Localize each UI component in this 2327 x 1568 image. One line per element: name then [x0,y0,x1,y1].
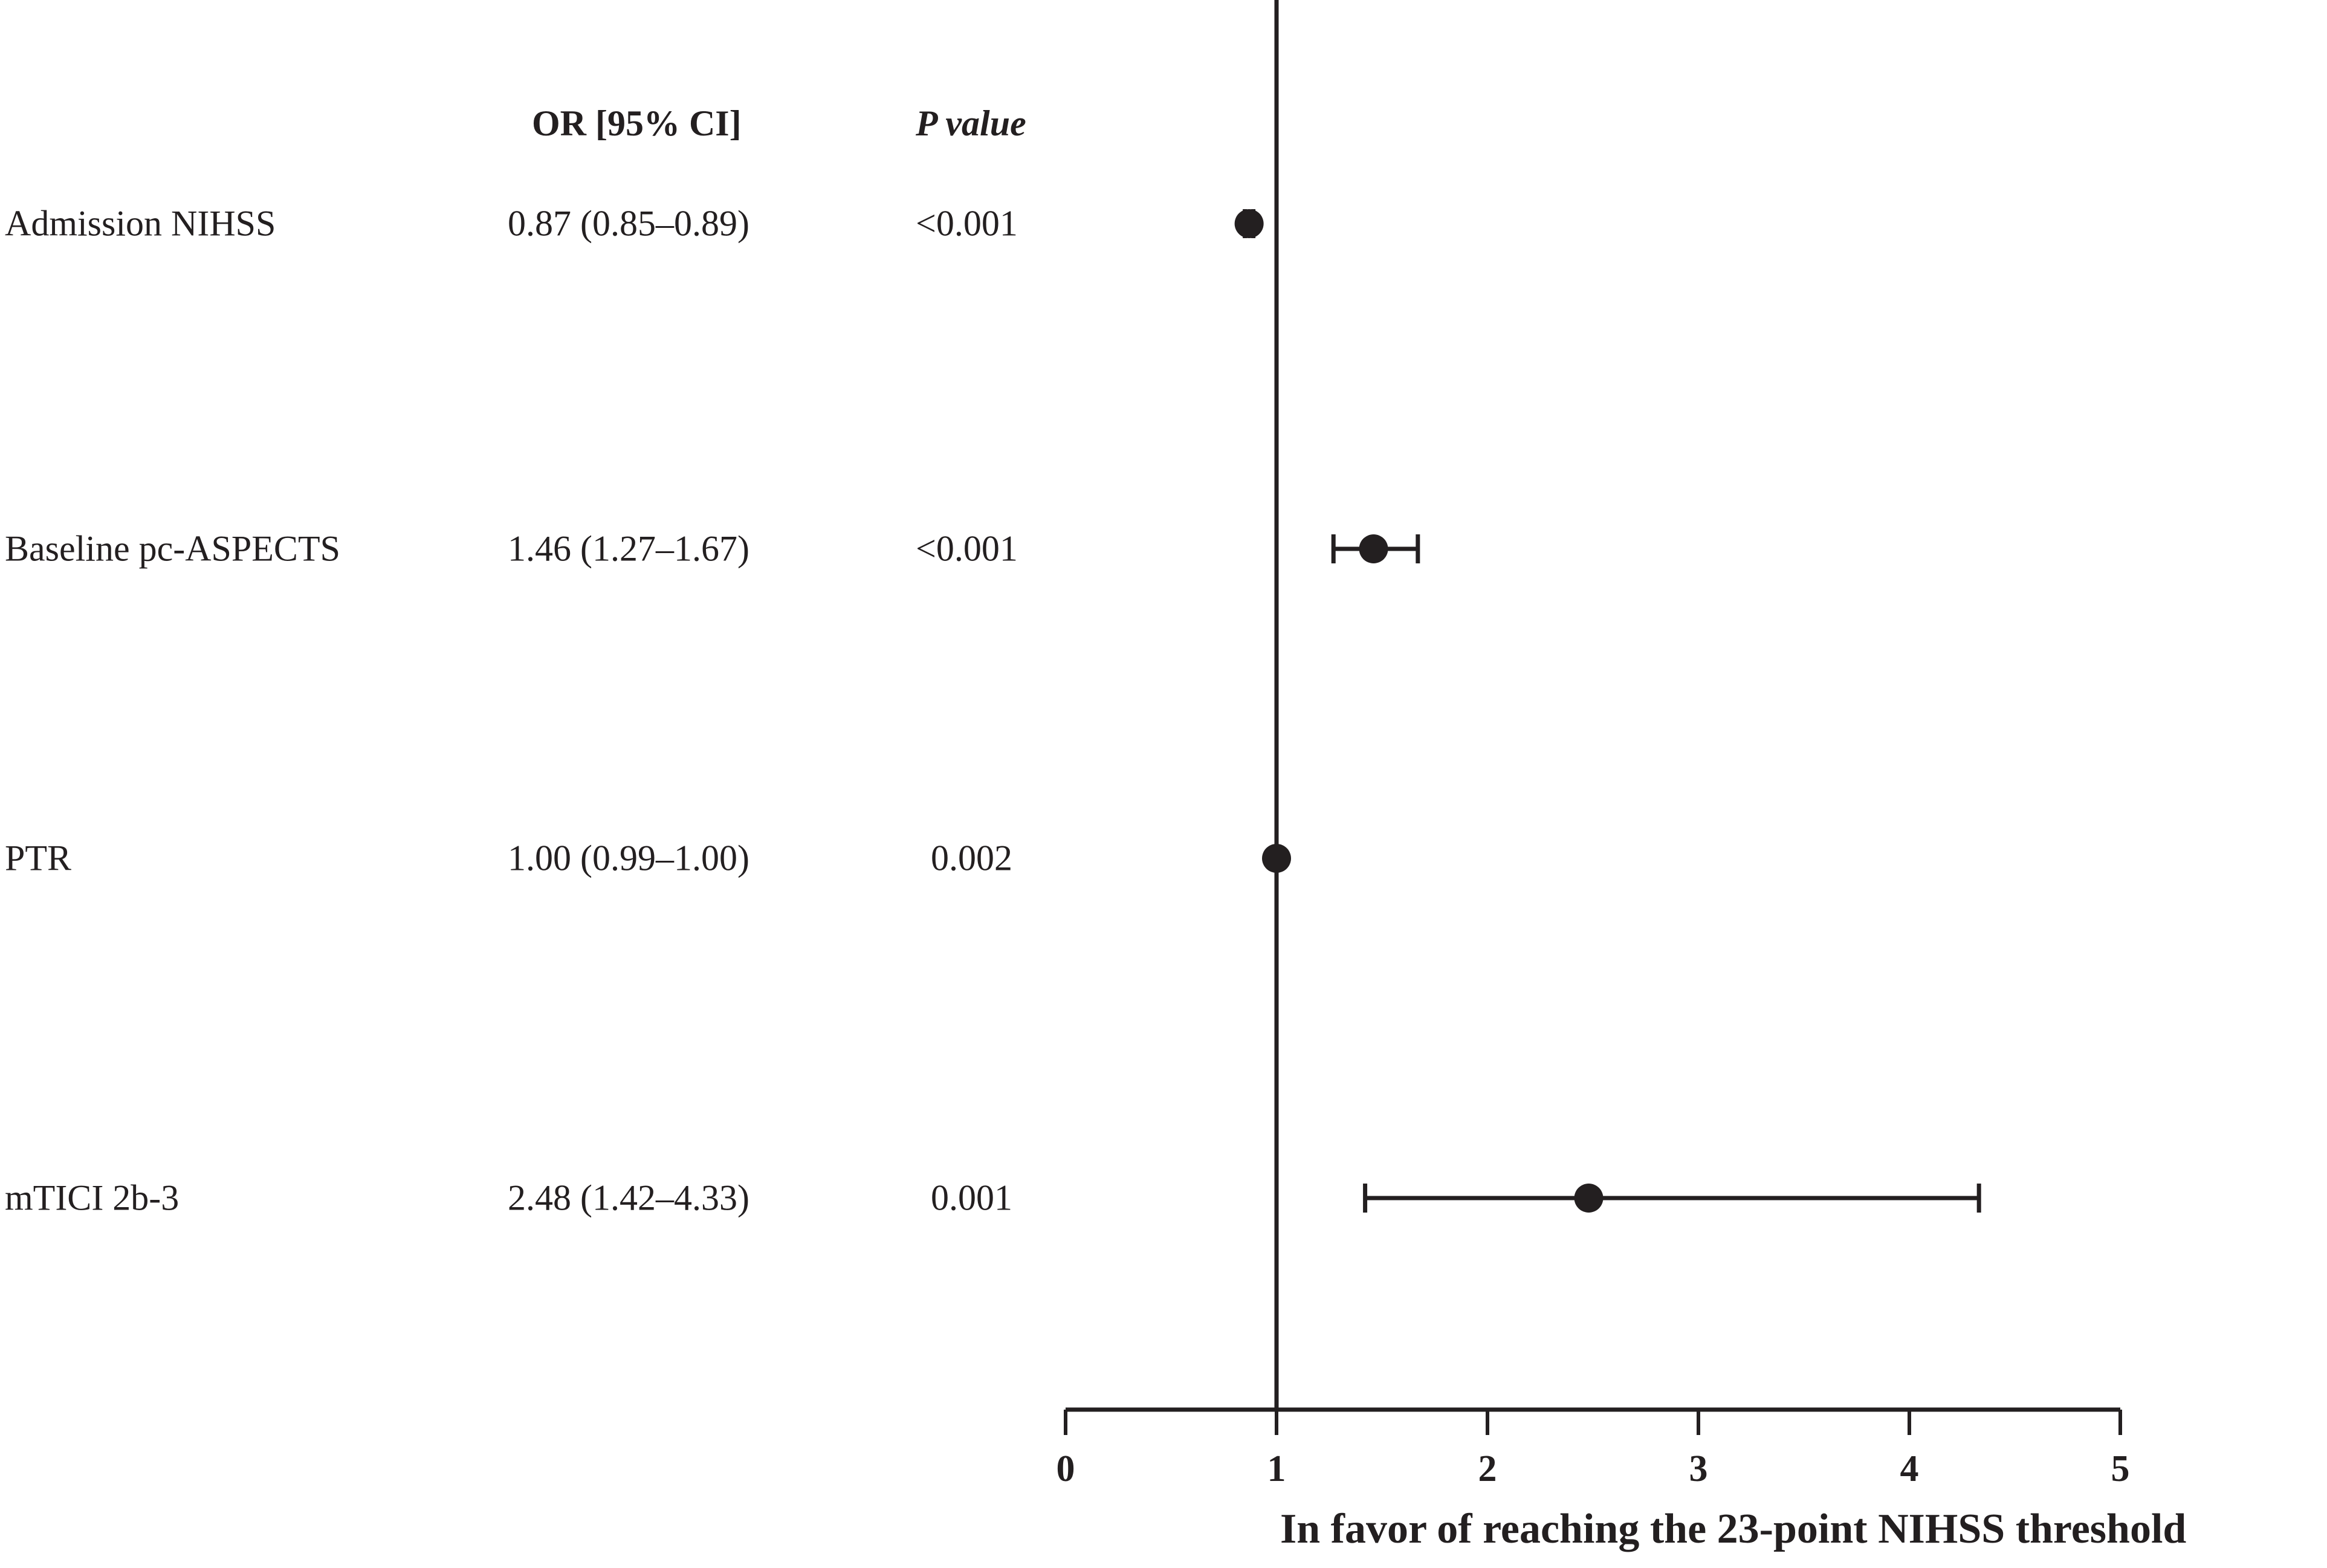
x-tick-label: 3 [1689,1448,1708,1489]
point-estimate [1574,1184,1604,1213]
row-or-admission-nihss: 0.87 (0.85–0.89) [508,203,749,244]
p-value-column-header: P value [916,103,1026,143]
row-label-mtici: mTICI 2b-3 [5,1178,180,1218]
row-p-baseline-pc-aspects: <0.001 [916,528,1018,569]
point-estimate [1262,844,1291,873]
x-tick-label: 4 [1900,1448,1919,1489]
row-p-mtici: 0.001 [931,1178,1012,1218]
row-label-baseline-pc-aspects: Baseline pc-ASPECTS [5,528,340,569]
point-estimate [1359,534,1388,563]
row-label-admission-nihss: Admission NIHSS [5,203,276,244]
row-p-ptr: 0.002 [931,838,1012,878]
row-or-mtici: 2.48 (1.42–4.33) [508,1178,749,1218]
row-or-ptr: 1.00 (0.99–1.00) [508,838,749,878]
or-column-header: OR [95% CI] [532,103,742,143]
forest-marks [1234,0,1981,1410]
x-tick-label: 5 [2111,1448,2130,1489]
x-tick-label: 1 [1267,1448,1286,1489]
row-label-ptr: PTR [5,838,72,878]
row-p-admission-nihss: <0.001 [916,203,1018,244]
point-estimate [1234,209,1264,238]
x-axis-title: In favor of reaching the 23-point NIHSS … [1280,1506,2187,1552]
x-tick-label: 0 [1057,1448,1075,1489]
x-axis: 0 1 2 3 4 5 [1057,1407,2130,1489]
row-or-baseline-pc-aspects: 1.46 (1.27–1.67) [508,528,749,569]
x-tick-label: 2 [1478,1448,1497,1489]
